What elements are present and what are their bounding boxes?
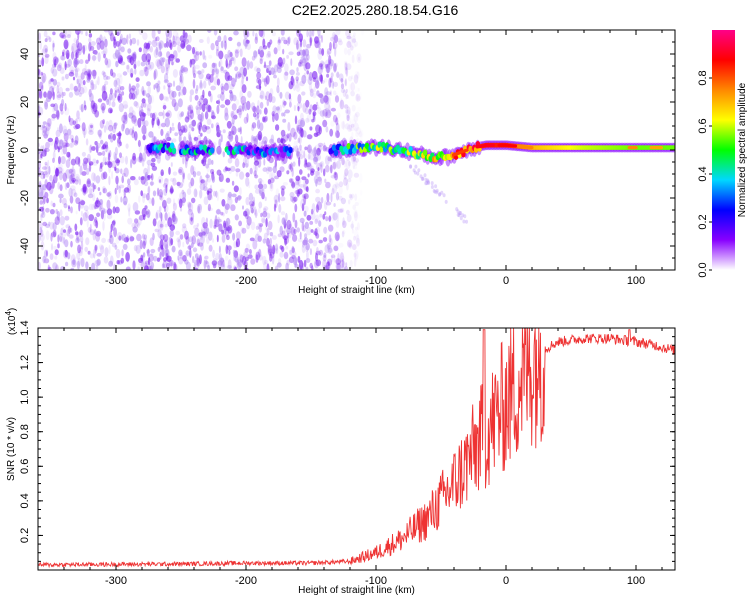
spectrogram-x-tick-label: -200	[235, 275, 257, 287]
snr-y-tick-label: 1.2	[19, 355, 31, 370]
spectrogram-y-tick-label: -40	[19, 238, 31, 254]
snr-y-tick-label: 0.4	[19, 493, 31, 508]
noise-blobs	[38, 30, 468, 270]
spectrogram-y-tick-label: 40	[19, 48, 31, 60]
spectrogram-x-tick-label: -300	[105, 275, 127, 287]
snr-y-tick-label: 0.8	[19, 424, 31, 439]
spectrogram-area	[38, 30, 675, 270]
snr-x-tick-label: 0	[503, 575, 509, 587]
snr-y-tick-label: 0.6	[19, 459, 31, 474]
spectrogram-x-tick-label: 0	[503, 275, 509, 287]
colorbar-tick-label: 0.6	[697, 118, 709, 133]
snr-x-tick-label: -100	[365, 575, 387, 587]
colorbar-tick-label: 0.4	[697, 166, 709, 181]
spectrogram-x-tick-label: 100	[627, 275, 645, 287]
snr-y-tick-label: 1.4	[19, 320, 31, 335]
spectrogram-y-tick-label: -20	[19, 190, 31, 206]
snr-y-tick-label: 0.2	[19, 528, 31, 543]
spectrogram-y-axis-label: Frequency (Hz)	[6, 116, 17, 185]
snr-y-tick-label: 1.0	[19, 389, 31, 404]
snr-background	[38, 328, 675, 570]
snr-x-tick-label: -300	[105, 575, 127, 587]
signal-ridge	[146, 138, 675, 167]
spectrogram-y-tick-label: 20	[19, 96, 31, 108]
snr-y-axis-label: SNR (10 * v/v)	[6, 417, 17, 481]
spectrogram-x-axis-label: Height of straight line (km)	[298, 285, 415, 296]
colorbar-label: Normalized spectral amplitude	[737, 82, 748, 217]
colorbar-tick-label: 0.8	[697, 70, 709, 85]
snr-series-line	[38, 328, 675, 569]
chart-title: C2E2.2025.280.18.54.G16	[291, 2, 459, 18]
snr-plot-area	[38, 328, 675, 570]
colorbar-tick-label: 0.0	[697, 262, 709, 277]
snr-y-multiplier: (x104)	[4, 308, 18, 335]
spectrogram-y-tick-label: 0	[19, 147, 31, 153]
colorbar	[712, 30, 735, 270]
spectrogram-x-tick-label: -100	[365, 275, 387, 287]
snr-x-tick-label: -200	[235, 575, 257, 587]
snr-x-tick-label: 100	[627, 575, 645, 587]
colorbar-tick-label: 0.2	[697, 214, 709, 229]
snr-x-axis-label: Height of straight line (km)	[298, 585, 415, 596]
